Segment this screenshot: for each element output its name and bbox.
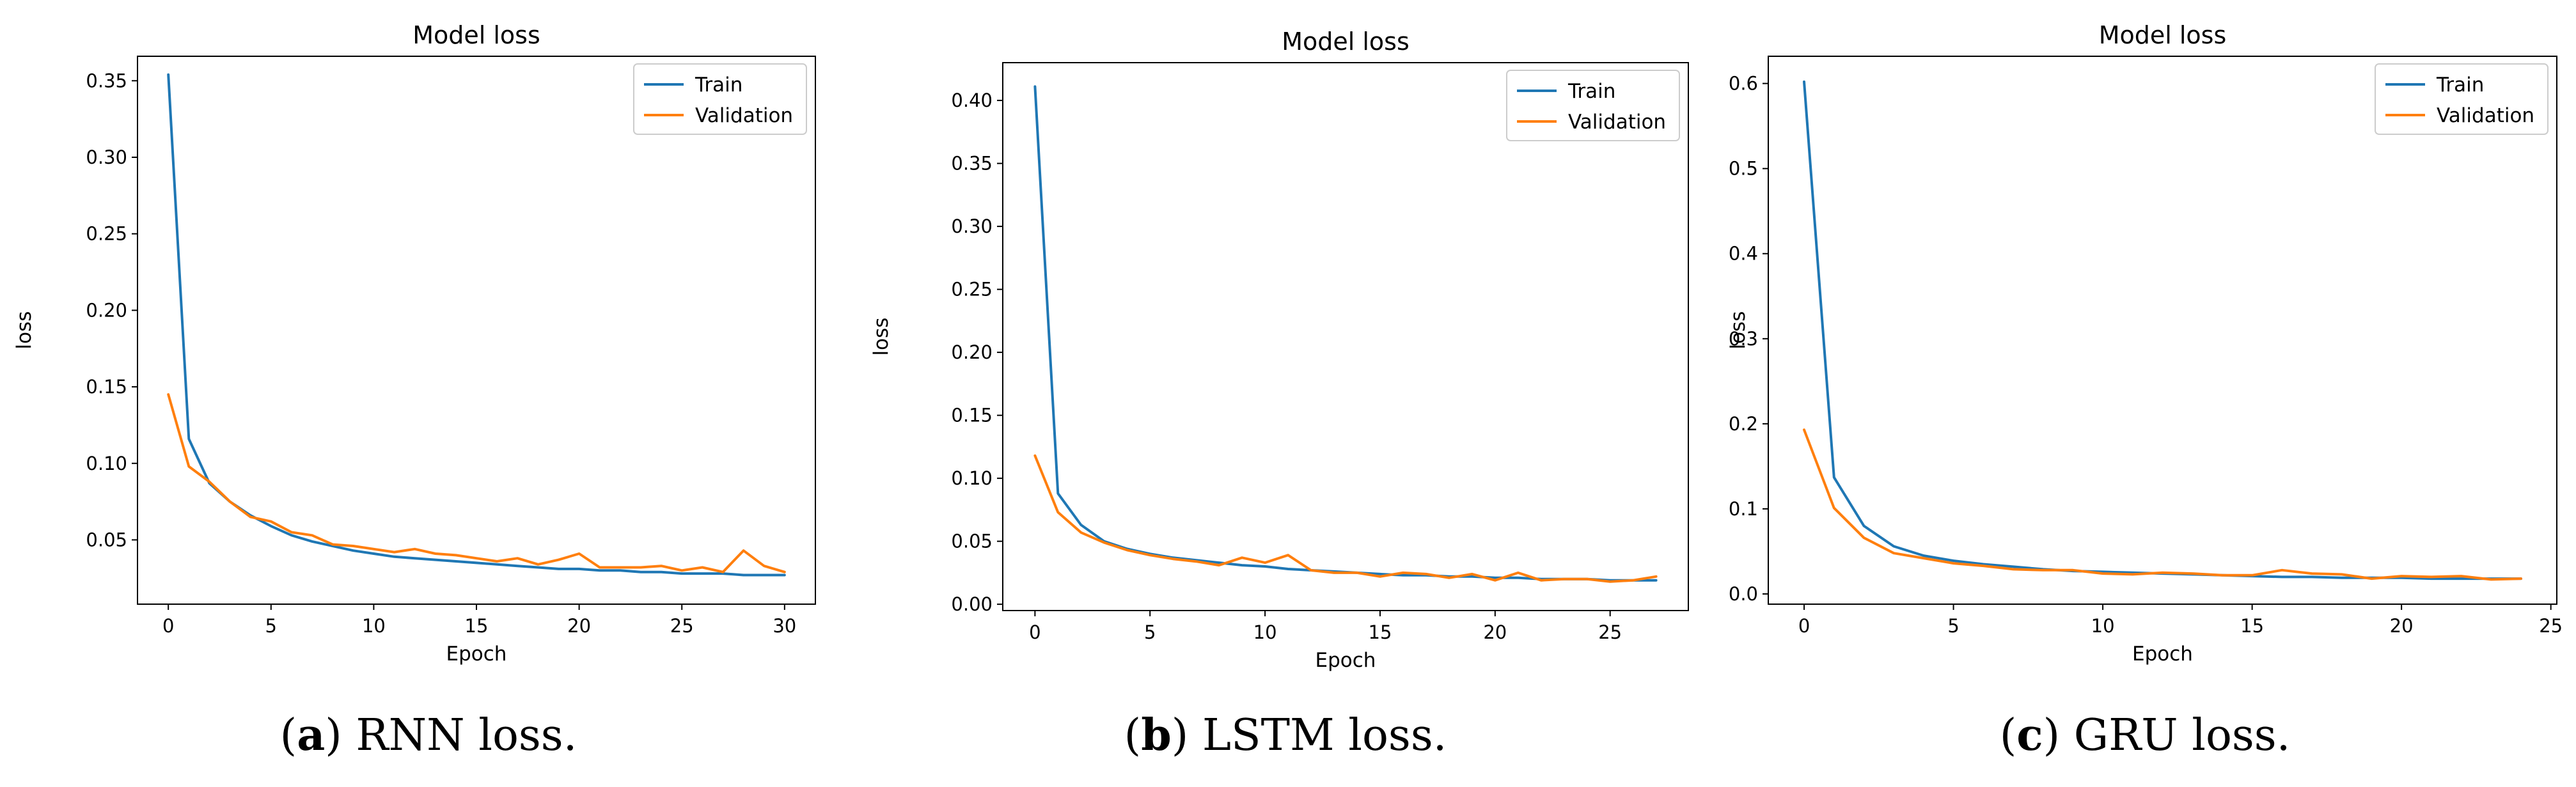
x-tick-label: 25 (670, 615, 694, 637)
legend-label-validation: Validation (695, 104, 793, 127)
caption-c: (c) GRU loss. (1999, 710, 2291, 761)
plot-frame (1002, 62, 1689, 611)
x-tick-label: 15 (1369, 621, 1392, 643)
y-tick-label: 0.05 (951, 531, 993, 552)
x-tick-label: 5 (1947, 615, 1959, 637)
x-tick-label: 10 (1253, 621, 1277, 643)
x-tick-label: 10 (362, 615, 386, 637)
series-line-validation (1033, 454, 1658, 583)
x-tick-label: 0 (1029, 621, 1041, 643)
x-tick-label: 10 (2091, 615, 2115, 637)
series-line-train (1033, 85, 1658, 582)
y-tick-label: 0.35 (86, 70, 127, 91)
y-tick-label: 0.30 (951, 215, 993, 237)
x-tick-label: 0 (1798, 615, 1810, 637)
x-tick-label: 5 (265, 615, 277, 637)
caption-c-text: ) GRU loss. (2043, 710, 2291, 761)
chart-rnn-loss: Model loss 0 5 10 15 20 25 30 0.05 0.10 0.15 0.20 0.… (13, 21, 816, 666)
chart-title: Model loss (2099, 21, 2227, 49)
y-tick-label: 0.15 (951, 405, 993, 426)
x-tick-label: 5 (1144, 621, 1156, 643)
legend-box (1506, 70, 1680, 141)
legend-label-validation: Validation (2437, 104, 2534, 127)
y-tick-label: 0.2 (1729, 413, 1758, 435)
y-tick-label: 0.5 (1729, 158, 1758, 180)
y-tick-label: 0.4 (1729, 243, 1758, 265)
y-tick-label: 0.3 (1729, 328, 1758, 350)
caption-c-letter: c (2016, 710, 2043, 761)
plot-frame (137, 56, 816, 605)
y-axis-label: loss (13, 311, 36, 350)
chart-panel-c: Model loss 0 5 10 15 20 25 0.0 0.1 0.2 0.3 0.4 0.5 0.… (1714, 0, 2576, 787)
x-tick-label: 20 (2390, 615, 2414, 637)
chart-title: Model loss (1282, 27, 1410, 56)
y-tick-label: 0.1 (1729, 498, 1758, 520)
y-axis-label: loss (1727, 311, 1750, 350)
y-tick-label: 0.20 (951, 341, 993, 363)
y-tick-label: 0.00 (951, 593, 993, 615)
y-tick-label: 0.20 (86, 299, 127, 321)
series-line-validation (167, 393, 786, 573)
legend-label-train: Train (2436, 74, 2484, 97)
caption-b: (b) LSTM loss. (1124, 710, 1447, 761)
y-tick-label: 0.25 (951, 279, 993, 300)
x-tick-label: 15 (2240, 615, 2264, 637)
caption-a: (a) RNN loss. (279, 710, 577, 761)
caption-b-text: ) LSTM loss. (1171, 710, 1447, 761)
chart-lstm-loss: Model loss 0 5 10 15 20 25 0.00 0.05 0.10 0.15 0.20… (870, 27, 1689, 672)
x-tick-label: 20 (567, 615, 591, 637)
x-axis-label: Epoch (446, 643, 507, 666)
x-tick-label: 20 (1483, 621, 1507, 643)
y-tick-label: 0.35 (951, 153, 993, 175)
series-line-train (167, 73, 786, 577)
x-axis-label: Epoch (2132, 643, 2193, 666)
chart-panel-b: Model loss 0 5 10 15 20 25 0.00 0.05 0.10 0.15 0.20… (857, 0, 1714, 787)
series-line-validation (1803, 428, 2522, 581)
y-tick-label: 0.15 (86, 376, 127, 398)
legend-label-train: Train (1567, 80, 1615, 103)
legend-box (633, 63, 807, 135)
x-tick-label: 25 (2539, 615, 2563, 637)
y-tick-label: 0.0 (1729, 583, 1758, 605)
caption-b-letter: b (1141, 710, 1172, 761)
y-tick-label: 0.6 (1729, 73, 1758, 95)
chart-panel-a: Model loss 0 5 10 15 20 25 30 0.05 0.10 0.15 0.20 0.… (0, 0, 857, 787)
x-tick-label: 0 (162, 615, 174, 637)
legend-label-train: Train (695, 74, 742, 97)
legend-box (2375, 63, 2549, 135)
y-tick-label: 0.25 (86, 223, 127, 245)
y-tick-label: 0.30 (86, 146, 127, 168)
caption-a-letter: a (297, 710, 326, 761)
caption-a-text: ) RNN loss. (325, 710, 577, 761)
y-tick-label: 0.05 (86, 529, 127, 550)
x-axis-label: Epoch (1315, 649, 1376, 672)
plot-frame (1768, 56, 2557, 605)
y-axis-label: loss (870, 318, 893, 356)
y-tick-label: 0.10 (86, 453, 127, 474)
y-tick-label: 0.40 (951, 90, 993, 111)
x-tick-label: 15 (465, 615, 489, 637)
x-tick-label: 25 (1598, 621, 1622, 643)
legend-label-validation: Validation (1568, 111, 1666, 134)
y-tick-label: 0.10 (951, 467, 993, 489)
series-line-train (1803, 80, 2522, 581)
x-tick-label: 30 (773, 615, 796, 637)
chart-gru-loss: Model loss 0 5 10 15 20 25 0.0 0.1 0.2 0.3 0.4 0.5 0.… (1727, 21, 2563, 666)
chart-title: Model loss (412, 21, 540, 49)
